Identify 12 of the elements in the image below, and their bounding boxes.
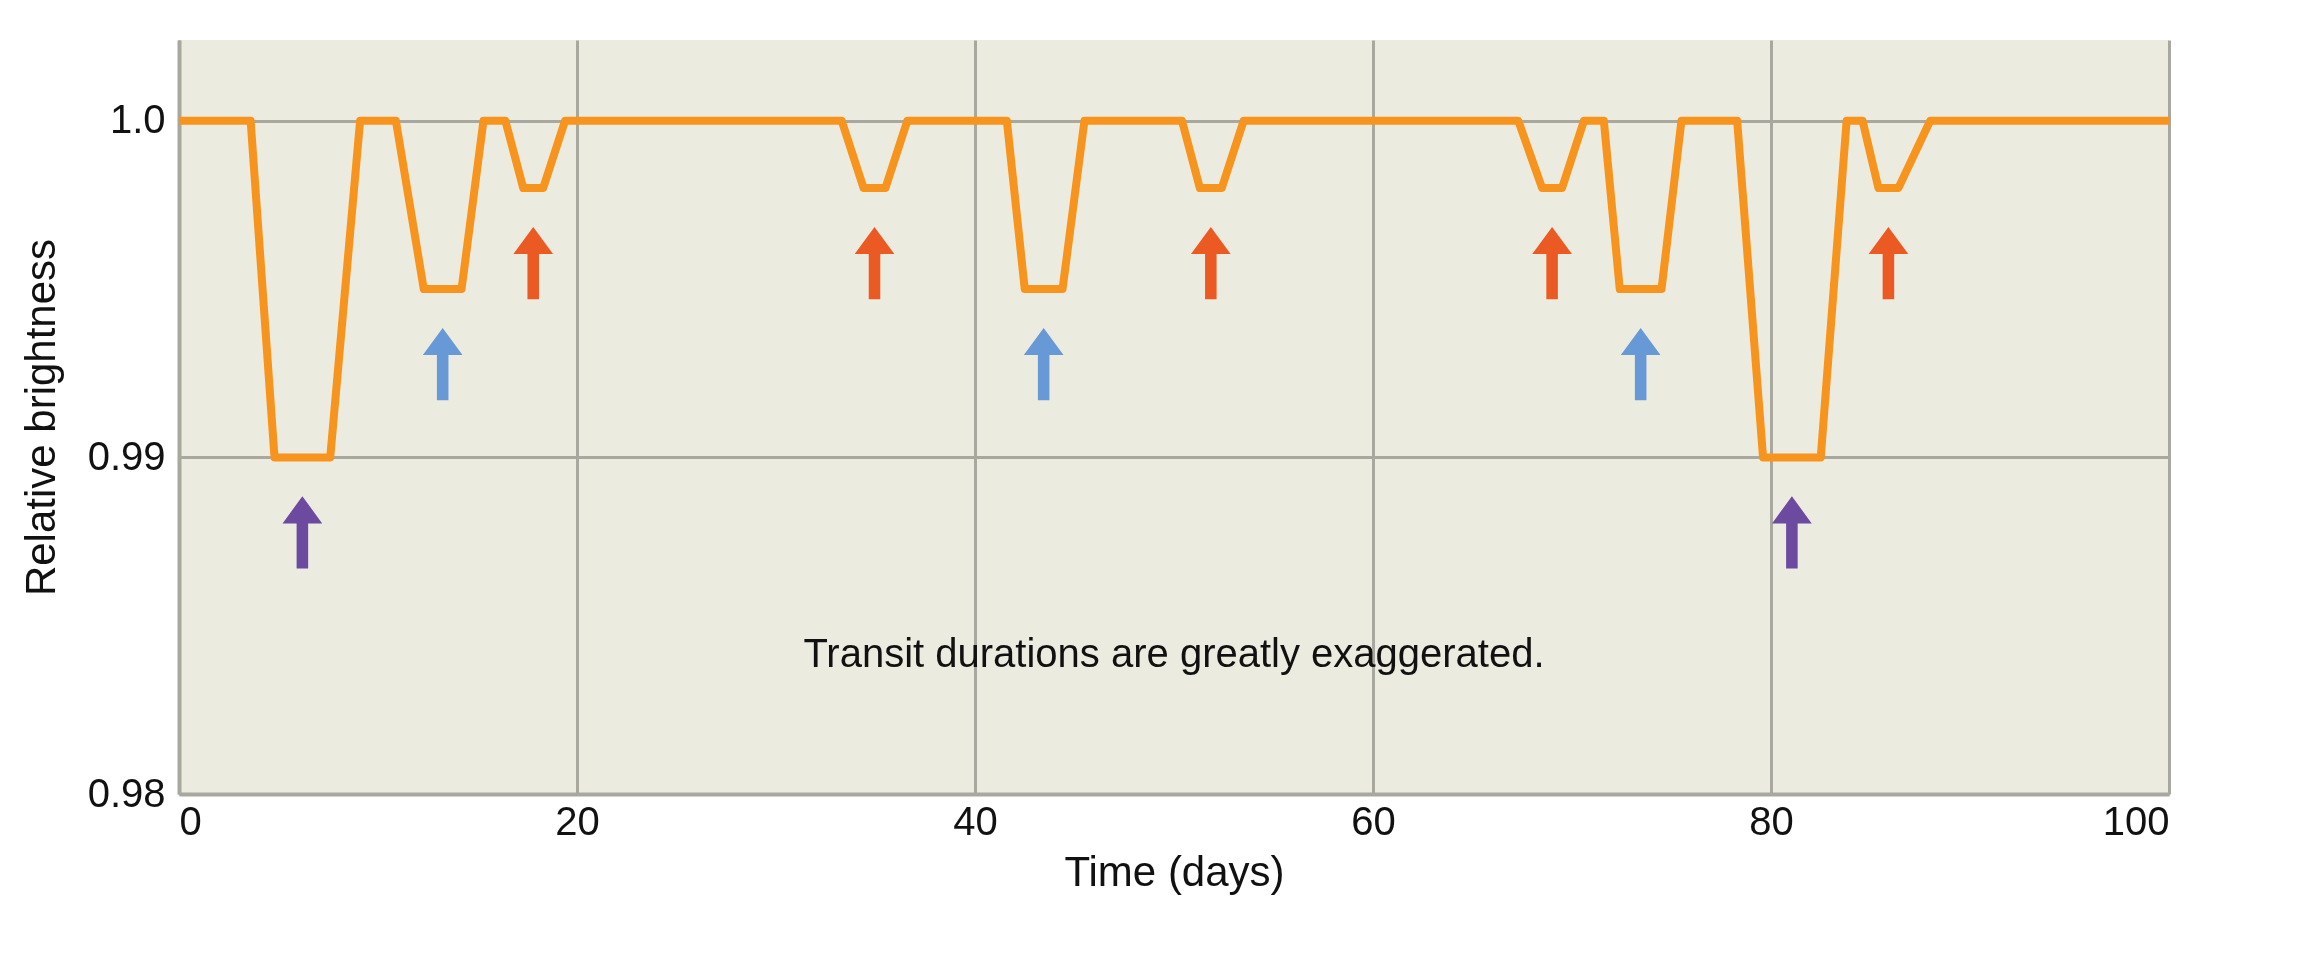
x-tick-label: 80	[1749, 798, 1794, 843]
x-axis-title: Time (days)	[1064, 847, 1285, 895]
x-tick-label: 60	[1351, 798, 1396, 843]
y-axis-title: Relative brightness	[16, 238, 64, 597]
annotation: Transit durations are greatly exaggerated.	[803, 630, 1545, 675]
x-tick-label: 0	[179, 798, 202, 843]
y-tick-label: 0.98	[87, 770, 166, 815]
x-tick-label: 40	[953, 798, 998, 843]
y-tick-label: 0.99	[87, 433, 166, 478]
x-tick-label: 100	[2102, 798, 2170, 843]
x-tick-label: 20	[555, 798, 600, 843]
y-tick-label: 1.0	[109, 97, 166, 142]
